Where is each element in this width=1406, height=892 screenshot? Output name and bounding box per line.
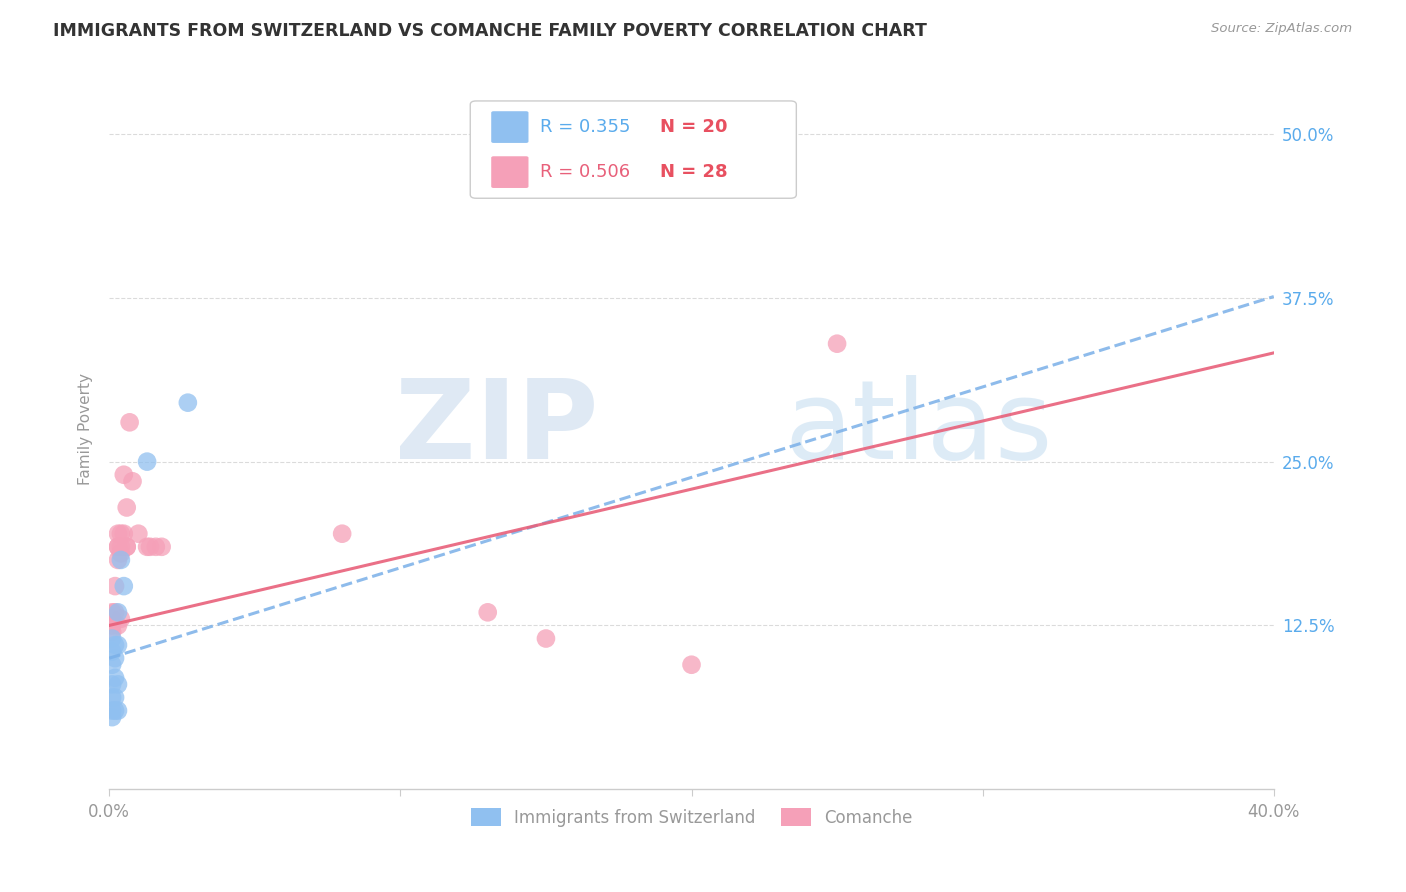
Point <box>107 618 129 632</box>
Point <box>825 336 848 351</box>
Text: IMMIGRANTS FROM SWITZERLAND VS COMANCHE FAMILY POVERTY CORRELATION CHART: IMMIGRANTS FROM SWITZERLAND VS COMANCHE … <box>53 22 928 40</box>
Point <box>101 657 124 672</box>
Point <box>107 638 129 652</box>
Point <box>101 690 124 705</box>
Point <box>121 475 143 489</box>
Point <box>107 553 129 567</box>
Legend: Immigrants from Switzerland, Comanche: Immigrants from Switzerland, Comanche <box>463 800 921 835</box>
Point <box>101 612 124 626</box>
Text: R = 0.506: R = 0.506 <box>540 163 630 181</box>
Point <box>139 540 162 554</box>
Point <box>177 395 200 409</box>
Point <box>101 632 124 646</box>
Point <box>136 455 159 469</box>
Text: N = 20: N = 20 <box>659 118 727 136</box>
Point <box>110 612 132 626</box>
Point <box>681 657 703 672</box>
Point <box>115 500 138 515</box>
Text: ZIP: ZIP <box>395 376 599 483</box>
Point <box>110 553 132 567</box>
Point <box>107 677 129 691</box>
Point <box>101 618 124 632</box>
Point <box>112 467 135 482</box>
Point <box>112 526 135 541</box>
Point <box>104 704 127 718</box>
FancyBboxPatch shape <box>470 101 796 198</box>
Point <box>107 540 129 554</box>
Point <box>477 605 499 619</box>
Text: Source: ZipAtlas.com: Source: ZipAtlas.com <box>1212 22 1353 36</box>
Point <box>101 645 124 659</box>
Point <box>104 638 127 652</box>
Point <box>115 540 138 554</box>
Point <box>101 704 124 718</box>
FancyBboxPatch shape <box>491 156 529 188</box>
Point <box>150 540 173 554</box>
Point <box>101 710 124 724</box>
Point <box>104 605 127 619</box>
Point <box>101 605 124 619</box>
Text: atlas: atlas <box>785 376 1053 483</box>
Point <box>107 526 129 541</box>
Point <box>136 540 159 554</box>
Point <box>112 579 135 593</box>
Point <box>101 624 124 639</box>
Text: N = 28: N = 28 <box>659 163 728 181</box>
Point <box>104 579 127 593</box>
Point <box>104 651 127 665</box>
Point <box>107 704 129 718</box>
Point <box>104 671 127 685</box>
Point <box>115 540 138 554</box>
Point <box>110 540 132 554</box>
Point <box>110 546 132 560</box>
Point <box>101 677 124 691</box>
Point <box>107 540 129 554</box>
Point <box>330 526 353 541</box>
Text: R = 0.355: R = 0.355 <box>540 118 631 136</box>
Point <box>534 632 557 646</box>
Point <box>145 540 167 554</box>
Point <box>127 526 149 541</box>
Y-axis label: Family Poverty: Family Poverty <box>79 373 93 485</box>
Point <box>104 690 127 705</box>
Point <box>118 415 141 429</box>
Point <box>110 526 132 541</box>
FancyBboxPatch shape <box>491 112 529 143</box>
Point <box>107 605 129 619</box>
